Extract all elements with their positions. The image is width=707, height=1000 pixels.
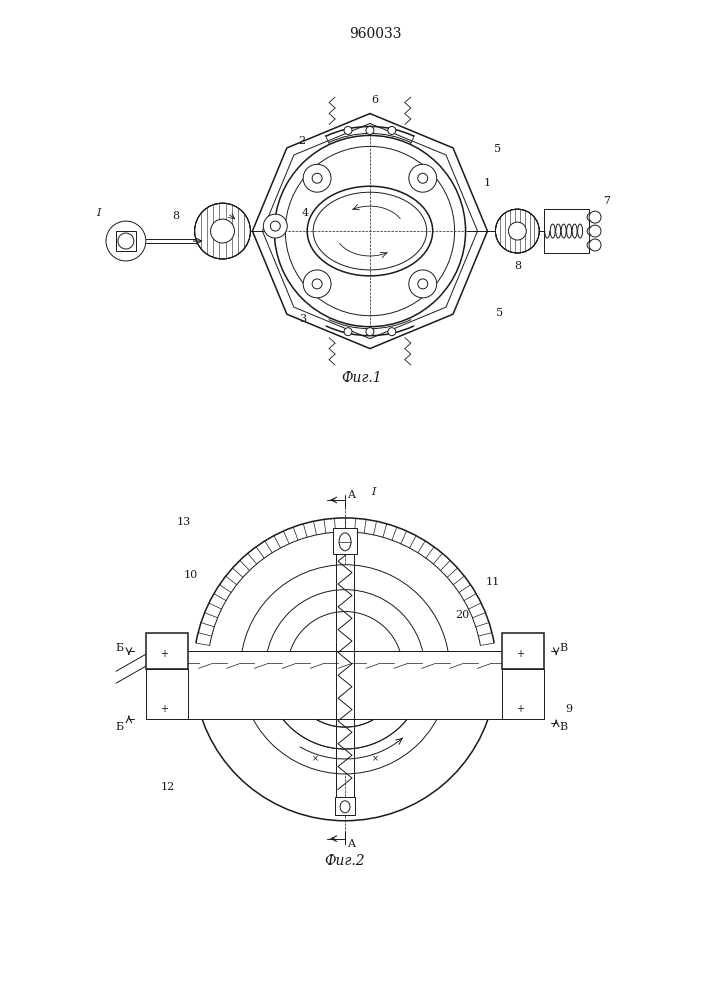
Circle shape <box>366 328 374 336</box>
Text: 11: 11 <box>485 577 500 587</box>
Circle shape <box>589 239 601 251</box>
Circle shape <box>263 214 287 238</box>
Text: 5: 5 <box>494 144 501 154</box>
Text: 9: 9 <box>566 704 573 714</box>
Bar <box>146 669 187 719</box>
Circle shape <box>388 126 396 134</box>
Circle shape <box>409 164 437 192</box>
Text: Фиг.2: Фиг.2 <box>325 854 366 868</box>
Circle shape <box>287 612 403 727</box>
Text: Б: Б <box>116 643 124 653</box>
Text: 5: 5 <box>496 308 503 318</box>
Circle shape <box>344 328 352 336</box>
Bar <box>146 633 187 669</box>
Text: B: B <box>559 643 567 653</box>
Circle shape <box>587 227 595 235</box>
Text: ×: × <box>312 754 319 763</box>
Circle shape <box>270 221 280 231</box>
Text: B: B <box>559 722 567 732</box>
Circle shape <box>409 270 437 298</box>
Bar <box>335 797 355 815</box>
Text: +: + <box>516 649 525 659</box>
Bar <box>544 209 589 253</box>
Text: 960033: 960033 <box>349 27 401 41</box>
Circle shape <box>240 565 450 774</box>
Text: 12: 12 <box>160 782 175 792</box>
Text: 1: 1 <box>484 178 491 188</box>
Text: I: I <box>370 487 375 497</box>
Text: ×: × <box>371 754 378 763</box>
Circle shape <box>303 164 331 192</box>
Ellipse shape <box>340 801 350 813</box>
Text: I: I <box>96 208 100 218</box>
Circle shape <box>388 328 396 336</box>
Bar <box>503 669 544 719</box>
Text: +: + <box>516 704 525 714</box>
Circle shape <box>589 225 601 237</box>
Text: 6: 6 <box>371 95 378 105</box>
Circle shape <box>118 233 134 249</box>
Circle shape <box>366 126 374 134</box>
Text: 10: 10 <box>184 570 198 580</box>
Text: Б: Б <box>116 722 124 732</box>
Text: +: + <box>160 649 168 659</box>
Text: 4: 4 <box>302 208 309 218</box>
Circle shape <box>587 213 595 221</box>
Text: A: A <box>347 839 355 849</box>
Circle shape <box>106 221 146 261</box>
Text: 3: 3 <box>298 314 305 324</box>
Circle shape <box>589 211 601 223</box>
Text: 7: 7 <box>604 196 611 206</box>
Text: 20: 20 <box>455 610 469 620</box>
Text: 13: 13 <box>177 517 191 527</box>
Text: Фиг.1: Фиг.1 <box>341 371 382 385</box>
Ellipse shape <box>339 533 351 551</box>
Text: 8: 8 <box>172 211 180 221</box>
Bar <box>181 651 509 719</box>
Circle shape <box>344 126 352 134</box>
Circle shape <box>496 209 539 253</box>
Text: A: A <box>347 490 355 500</box>
Circle shape <box>265 590 425 749</box>
Circle shape <box>508 222 526 240</box>
Circle shape <box>211 219 235 243</box>
Bar <box>116 231 136 251</box>
Circle shape <box>303 270 331 298</box>
Bar <box>333 528 357 554</box>
Text: 2: 2 <box>298 136 305 146</box>
Bar <box>503 633 544 669</box>
Circle shape <box>587 241 595 249</box>
Text: 8: 8 <box>514 261 521 271</box>
Circle shape <box>194 203 250 259</box>
Text: +: + <box>160 704 168 714</box>
